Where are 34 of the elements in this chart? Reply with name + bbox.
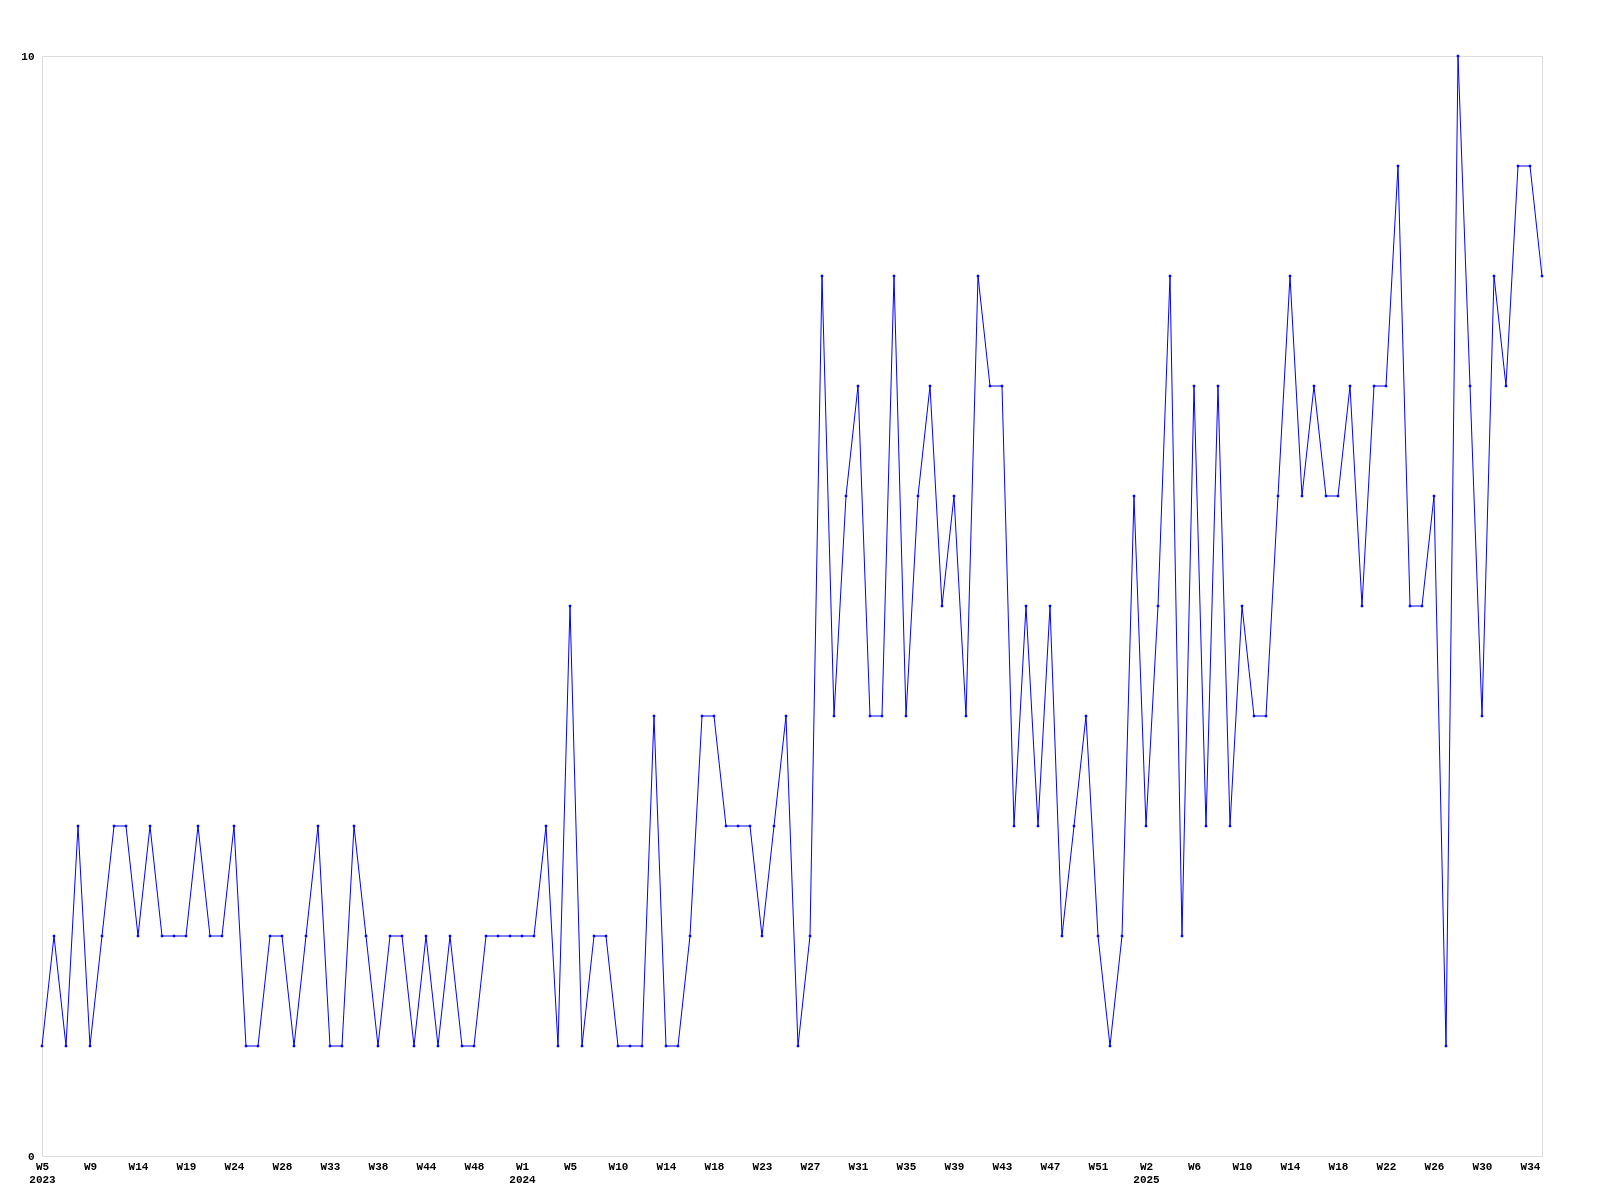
x-tick-label: W10 (1232, 1160, 1253, 1173)
x-tick-label: W28 (272, 1160, 293, 1173)
x-tick-label: W6 (1187, 1160, 1202, 1173)
x-tick-label: W30 (1472, 1160, 1493, 1173)
x-tick-label: W18 (704, 1160, 725, 1173)
x-tick-label: W14 (128, 1160, 149, 1173)
x-tick-label: W44 (416, 1160, 437, 1173)
x-tick-label: W14 (1280, 1160, 1301, 1173)
x-tick-label: W47 (1040, 1160, 1061, 1173)
x-tick-label: W38 (368, 1160, 389, 1173)
x-tick-label: W9 (83, 1160, 98, 1173)
x-tick-label: W23 (752, 1160, 773, 1173)
x-tick-label: W35 (896, 1160, 917, 1173)
x-tick-label: W39 (944, 1160, 965, 1173)
y-tick-label: 0 (27, 1150, 35, 1163)
x-tick-label: W33 (320, 1160, 341, 1173)
x-tick-label: W26 (1424, 1160, 1445, 1173)
x-tick-label: W27 (800, 1160, 821, 1173)
x-tick-label: W22 (1376, 1160, 1397, 1173)
x-tick-label: W1 2024 (509, 1160, 537, 1186)
y-tick-label: 10 (21, 50, 35, 63)
x-tick-label: W10 (608, 1160, 629, 1173)
x-tick-label: W24 (224, 1160, 245, 1173)
x-tick-label: W19 (176, 1160, 197, 1173)
x-tick-label: W5 (563, 1160, 578, 1173)
x-tick-label: W51 (1088, 1160, 1109, 1173)
x-tick-label: W48 (464, 1160, 485, 1173)
x-tick-label: W5 2023 (29, 1160, 57, 1186)
x-tick-label: W31 (848, 1160, 869, 1173)
x-tick-label: W2 2025 (1133, 1160, 1161, 1186)
x-tick-label: W14 (656, 1160, 677, 1173)
x-tick-label: W18 (1328, 1160, 1349, 1173)
x-tick-label: W34 (1520, 1160, 1541, 1173)
x-tick-label: W43 (992, 1160, 1013, 1173)
